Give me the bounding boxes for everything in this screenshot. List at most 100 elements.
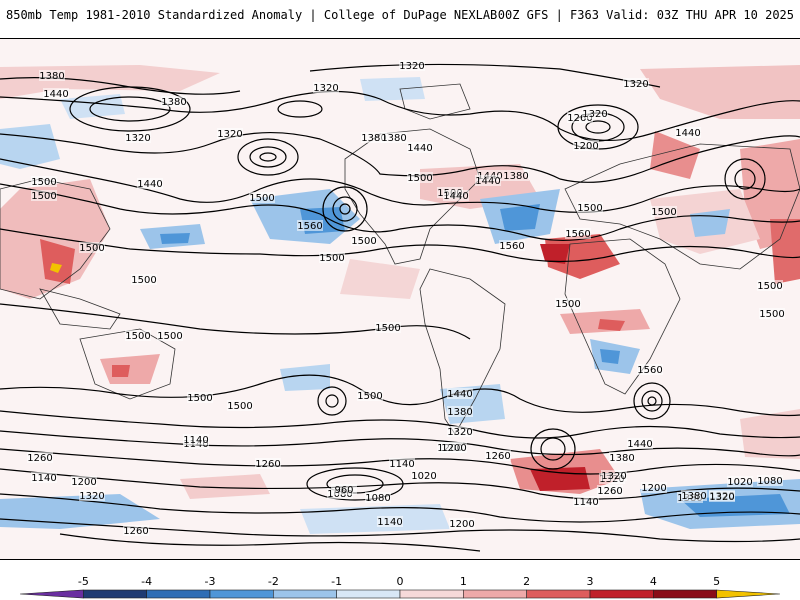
contour-label-bg (79, 242, 105, 253)
contour-label: 1440 (43, 89, 68, 100)
contour-label: 1320 (623, 79, 648, 90)
contour-label-bg (255, 458, 281, 469)
contour-label-bg (123, 525, 149, 536)
colorbar-tick-label: -5 (78, 575, 89, 588)
contour-label: 1260 (123, 526, 148, 537)
colorbar-tick-label: -3 (205, 575, 216, 588)
colorbar-swatch (463, 589, 527, 599)
contour-label: 1440 (447, 389, 472, 400)
contour-label-bg (319, 252, 345, 263)
contour-label: 1500 (319, 253, 344, 264)
contour-label-bg (601, 470, 627, 481)
colorbar-tick-label: -1 (331, 575, 342, 588)
map-svg: 1380132013201440138013201260132012001320… (0, 39, 800, 559)
contour-label-bg (125, 132, 151, 143)
contour-label: 1200 (71, 477, 96, 488)
contour-label-bg (377, 516, 403, 527)
contour-label: 1500 (131, 275, 156, 286)
contour-label-bg (187, 392, 213, 403)
contour-label: 1500 (577, 203, 602, 214)
contour-label: 1140 (573, 497, 598, 508)
warm-anomalies (0, 65, 800, 499)
contour-label: 1260 (255, 459, 280, 470)
contour-label-bg (582, 108, 608, 119)
header: 850mb Temp 1981-2010 Standardized Anomal… (0, 0, 800, 30)
colorbar-swatch (209, 589, 274, 599)
contour-label-bg (555, 298, 581, 309)
contour-label: 1260 (597, 486, 622, 497)
contour-label: 1200 (449, 519, 474, 530)
colorbar-swatch (273, 589, 337, 599)
colorbar-tick-label: -4 (141, 575, 152, 588)
colorbar-swatch (526, 589, 591, 599)
contour-label-bg (27, 452, 53, 463)
contour-label-bg (709, 491, 735, 502)
contour-label: 1140 (389, 459, 414, 470)
contour-label: 1200 (573, 141, 598, 152)
contour-label: 1500 (651, 207, 676, 218)
contour-label: 1500 (125, 331, 150, 342)
contour-label-bg (411, 470, 437, 481)
contour-label-bg (407, 172, 433, 183)
contour-label: 1440 (137, 179, 162, 190)
contour-label-bg (577, 202, 603, 213)
colorbar-tick-label: 0 (397, 575, 404, 588)
contour-label-bg (485, 450, 511, 461)
contour-label-bg (31, 472, 57, 483)
map-background (0, 39, 800, 559)
contour-label: 1380 (503, 171, 528, 182)
contour-label-bg (499, 240, 525, 251)
contour-label-bg (297, 220, 323, 231)
contour-label: 1380 (447, 407, 472, 418)
colorbar-tick-label: -2 (268, 575, 279, 588)
contour-label-bg (357, 390, 383, 401)
contour-label-bg (137, 178, 163, 189)
contour-label-bg (131, 274, 157, 285)
contour-label-bg (573, 140, 599, 151)
contour-label-bg (331, 484, 357, 495)
contour-label: 1440 (407, 143, 432, 154)
contour-label-bg (31, 176, 57, 187)
contour-label-bg (381, 132, 407, 143)
contour-label: 1500 (407, 173, 432, 184)
contour-label: 1500 (759, 309, 784, 320)
colorbar-svg: -5 -4 -3 -2 -1 0 1 2 3 4 5 (19, 575, 781, 599)
contour-label: 1320 (447, 427, 472, 438)
contour-label: 1380 (609, 453, 634, 464)
contour-label-bg (39, 70, 65, 81)
colorbar-tick-label: 2 (523, 575, 530, 588)
contour-label-bg (503, 170, 529, 181)
contour-label: 1500 (157, 331, 182, 342)
contour-label-bg (627, 438, 653, 449)
contour-label: 1440 (475, 176, 500, 187)
contour-label: 1320 (313, 83, 338, 94)
contour-label: 1020 (727, 477, 752, 488)
contour-label: 1200 (641, 483, 666, 494)
contour-label-bg (249, 192, 275, 203)
run-valid-time: 00Z GFS | F363 Valid: 03Z THU APR 10 202… (497, 8, 794, 22)
contour-label: 1500 (555, 299, 580, 310)
contour-label-bg (157, 330, 183, 341)
contour-label-bg (757, 475, 783, 486)
contour-label: 1200 (441, 443, 466, 454)
contour-label: 1320 (217, 129, 242, 140)
colorbar-tick-label: 1 (460, 575, 467, 588)
contour-label: 1380 (161, 97, 186, 108)
contour-label: 1020 (411, 471, 436, 482)
contour-label: 1500 (249, 193, 274, 204)
contour-label: 1260 (567, 113, 592, 124)
contour-label-bg (567, 112, 593, 123)
contour-label: 1260 (485, 451, 510, 462)
contour-label-bg (183, 434, 209, 445)
contour-label: 1500 (227, 401, 252, 412)
contour-label: 1380 (39, 71, 64, 82)
contour-label-bg (389, 458, 415, 469)
map-title: 850mb Temp 1981-2010 Standardized Anomal… (6, 8, 498, 22)
contour-label: 1500 (757, 281, 782, 292)
contour-label: 1560 (499, 241, 524, 252)
contour-label-bg (641, 482, 667, 493)
contour-label-bg (79, 490, 105, 501)
contour-label-bg (757, 280, 783, 291)
colorbar-swatch (19, 589, 84, 599)
contour-label: 1560 (565, 229, 590, 240)
